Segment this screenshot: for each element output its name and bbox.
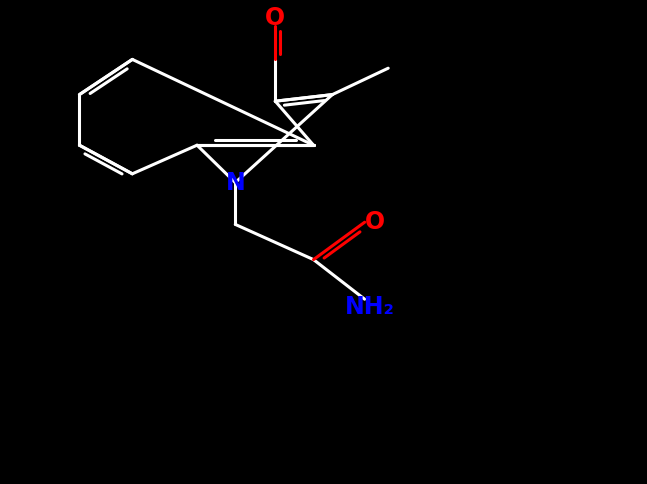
Text: O: O [365, 210, 385, 234]
Text: O: O [265, 5, 285, 30]
Text: NH₂: NH₂ [345, 295, 395, 319]
Text: N: N [225, 170, 245, 195]
